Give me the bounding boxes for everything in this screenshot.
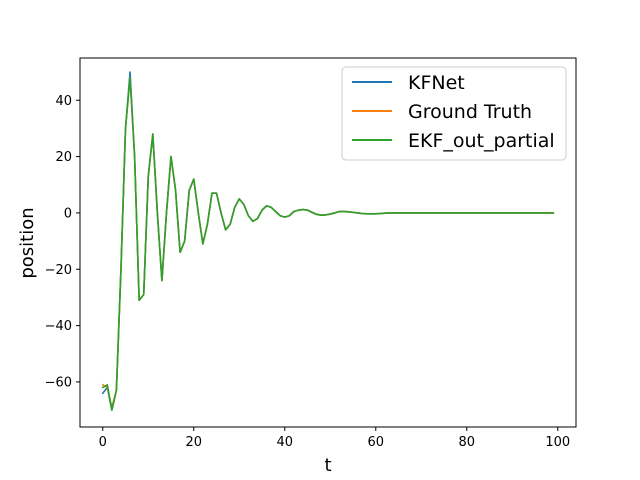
- legend-box: [341, 66, 567, 161]
- y-tick-label: −40: [45, 319, 72, 334]
- y-axis-ticks: −60 −40 −20 0 20 40: [45, 94, 80, 390]
- y-tick-label: 20: [55, 150, 72, 165]
- legend: KFNet Ground Truth EKF_out_partial: [341, 66, 567, 161]
- x-axis-ticks: 0 20 40 60 80 100: [99, 427, 570, 450]
- x-tick-label: 60: [368, 435, 385, 450]
- series-layer: [101, 71, 555, 411]
- x-tick-label: 20: [185, 435, 202, 450]
- y-tick-label: −20: [45, 263, 72, 278]
- x-axis-label: t: [324, 455, 331, 476]
- axes-frame: [79, 57, 577, 428]
- x-tick-label: 80: [459, 435, 476, 450]
- x-tick-label: 0: [99, 435, 107, 450]
- y-axis-label: position: [17, 207, 38, 278]
- y-tick-label: −60: [45, 375, 72, 390]
- y-tick-label: 0: [64, 206, 72, 221]
- legend-label-2: EKF_out_partial: [408, 130, 555, 152]
- legend-label-1: Ground Truth: [408, 101, 532, 123]
- x-tick-label: 40: [276, 435, 293, 450]
- series-line-2: [101, 76, 555, 411]
- y-tick-label: 40: [55, 94, 72, 109]
- legend-label-0: KFNet: [408, 72, 465, 94]
- x-tick-label: 100: [545, 435, 570, 450]
